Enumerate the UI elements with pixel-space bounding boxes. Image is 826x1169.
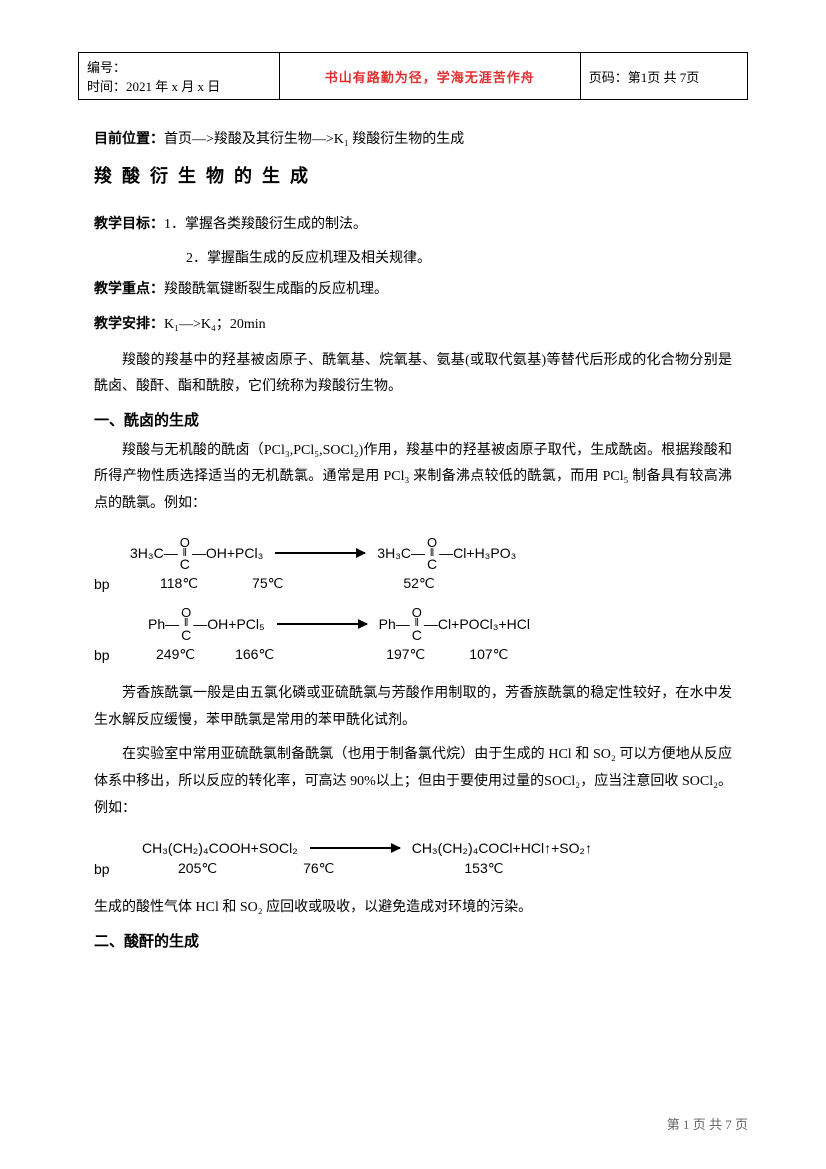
date-label: 时间：: [87, 79, 126, 94]
r1-product2: H₃PO₃: [475, 545, 517, 561]
r2-reactant1-post: —OH: [193, 616, 228, 632]
r3-bp-label: bp: [94, 861, 108, 877]
r2-bp2: 166℃: [235, 646, 274, 663]
section1-para3: 在实验室中常用亚硫酰氯制备酰氯（也用于制备氯代烷）由于生成的 HCl 和 SO₂…: [94, 742, 732, 822]
section2-heading: 二、酸酐的生成: [94, 930, 732, 951]
r3-product1: CH₃(CH₂)₄COCl: [412, 840, 513, 856]
page-title: 羧酸衍生物的生成: [94, 162, 732, 188]
schedule-row: 教学安排：K₁—>K₄；20min: [94, 312, 732, 337]
intro-para: 羧酸的羧基中的羟基被卤原子、酰氧基、烷氧基、氨基(或取代氨基)等替代后形成的化合…: [94, 348, 732, 401]
goal-row: 教学目标：1．掌握各类羧酸衍生成的制法。: [94, 212, 732, 237]
r2-product1-post: —Cl: [424, 616, 451, 632]
carbonyl-icon: O ‖ C: [181, 606, 191, 642]
section1-para2: 芳香族酰氯一般是由五氯化磷或亚硫酰氯与芳酸作用制取的，芳香族酰氯的稳定性较好，在…: [94, 681, 732, 734]
goal-item1: 1．掌握各类羧酸衍生成的制法。: [164, 217, 367, 232]
arrow-icon: [277, 623, 367, 625]
uparrow-icon: ↑: [544, 840, 551, 856]
r2-product2: POCl₃: [459, 616, 498, 632]
schedule-text: K₁—>K₄；20min: [164, 317, 266, 332]
reaction3-line: CH₃(CH₂)₄COOH + SOCl₂ CH₃(CH₂)₄COCl + HC…: [94, 840, 732, 856]
focus-row: 教学重点：羧酸酰氧键断裂生成酯的反应机理。: [94, 277, 732, 302]
plus: +: [513, 840, 521, 856]
reaction3-block: CH₃(CH₂)₄COOH + SOCl₂ CH₃(CH₂)₄COCl + HC…: [94, 840, 732, 877]
goal-item2: 2．掌握酯生成的反应机理及相关规律。: [186, 247, 732, 267]
breadcrumb-label: 目前位置：: [94, 132, 164, 147]
r2-reactant2: PCl₅: [236, 616, 264, 632]
r2-product3: HCl: [507, 616, 530, 632]
carbonyl-icon: O ‖ C: [412, 606, 422, 642]
carbonyl-icon: O ‖ C: [180, 536, 190, 572]
r3-reactant2: SOCl₂: [259, 840, 298, 856]
section1-para1: 羧酸与无机酸的酰卤（PCl₃,PCl₅,SOCl₂)作用，羧基中的羟基被卤原子取…: [94, 438, 732, 518]
section1-heading: 一、酰卤的生成: [94, 409, 732, 430]
page-label: 页码：: [589, 70, 628, 85]
section1-para4: 生成的酸性气体 HCl 和 SO₂ 应回收或吸收，以避免造成对环境的污染。: [94, 895, 732, 922]
footer-page: 第 1 页 共 7 页: [667, 1114, 748, 1133]
plus: +: [227, 545, 235, 561]
reaction2-bp-line: bp 249℃ 166℃ 197℃ 107℃: [94, 646, 732, 663]
header-left-cell: 编号： 时间：2021 年 x 月 x 日: [79, 53, 280, 100]
r1-product1-pre: 3H₃C—: [377, 545, 425, 561]
arrow-icon: [275, 552, 365, 554]
r1-bp2: 75℃: [252, 575, 283, 592]
page-value: 第1页 共 7页: [628, 70, 700, 85]
id-label: 编号：: [87, 60, 126, 75]
r3-bp2: 76℃: [303, 860, 334, 877]
r3-bp1: 205℃: [178, 860, 217, 877]
carbonyl-icon: O ‖ C: [427, 536, 437, 572]
r3-reactant1: CH₃(CH₂)₄COOH: [142, 840, 251, 856]
r3-product2: HCl: [521, 840, 544, 856]
r2-bp4: 107℃: [469, 646, 508, 663]
reaction2-line: Ph— O ‖ C —OH + PCl₅ Ph— O ‖ C —Cl + POC…: [94, 606, 732, 642]
r3-product3: SO₂: [559, 840, 585, 856]
r1-bp3: 52℃: [403, 575, 434, 592]
r2-bp-label: bp: [94, 647, 108, 663]
r3-bp3: 153℃: [464, 860, 503, 877]
r2-bp1: 249℃: [156, 646, 195, 663]
goal-label: 教学目标：: [94, 217, 164, 232]
r1-product1-post: —Cl: [439, 545, 466, 561]
plus: +: [466, 545, 474, 561]
r1-bp-label: bp: [94, 576, 108, 592]
plus: +: [251, 840, 259, 856]
reaction1-bp-line: bp 118℃ 75℃ 52℃: [94, 575, 732, 592]
breadcrumb-path: 首页—>羧酸及其衍生物—>K₁ 羧酸衍生物的生成: [164, 132, 464, 147]
r1-reactant2: PCl₃: [235, 545, 263, 561]
r1-reactant1-post: —OH: [192, 545, 227, 561]
header-right-cell: 页码：第1页 共 7页: [580, 53, 747, 100]
uparrow-icon: ↑: [585, 840, 592, 856]
r1-reactant1-pre: 3H₃C—: [130, 545, 178, 561]
reaction1-line: 3H₃C— O ‖ C —OH + PCl₃ 3H₃C— O ‖ C —Cl +…: [94, 536, 732, 572]
schedule-label: 教学安排：: [94, 317, 164, 332]
plus: +: [451, 616, 459, 632]
plus: +: [228, 616, 236, 632]
reaction3-bp-line: bp 205℃ 76℃ 153℃: [94, 860, 732, 877]
r2-product1-pre: Ph—: [379, 616, 410, 632]
header-motto: 书山有路勤为径，学海无涯苦作舟: [279, 53, 580, 100]
breadcrumb: 目前位置：首页—>羧酸及其衍生物—>K₁ 羧酸衍生物的生成: [94, 128, 732, 148]
r2-bp3: 197℃: [386, 646, 425, 663]
header-table: 编号： 时间：2021 年 x 月 x 日 书山有路勤为径，学海无涯苦作舟 页码…: [78, 52, 748, 100]
reaction1-block: 3H₃C— O ‖ C —OH + PCl₃ 3H₃C— O ‖ C —Cl +…: [94, 536, 732, 664]
focus-text: 羧酸酰氧键断裂生成酯的反应机理。: [164, 282, 388, 297]
r2-reactant1-pre: Ph—: [148, 616, 179, 632]
date-value: 2021 年 x 月 x 日: [126, 79, 220, 94]
r1-bp1: 118℃: [160, 575, 198, 592]
plus-text: +: [551, 840, 559, 856]
focus-label: 教学重点：: [94, 282, 164, 297]
arrow-icon: [310, 847, 400, 849]
plus: +: [498, 616, 506, 632]
